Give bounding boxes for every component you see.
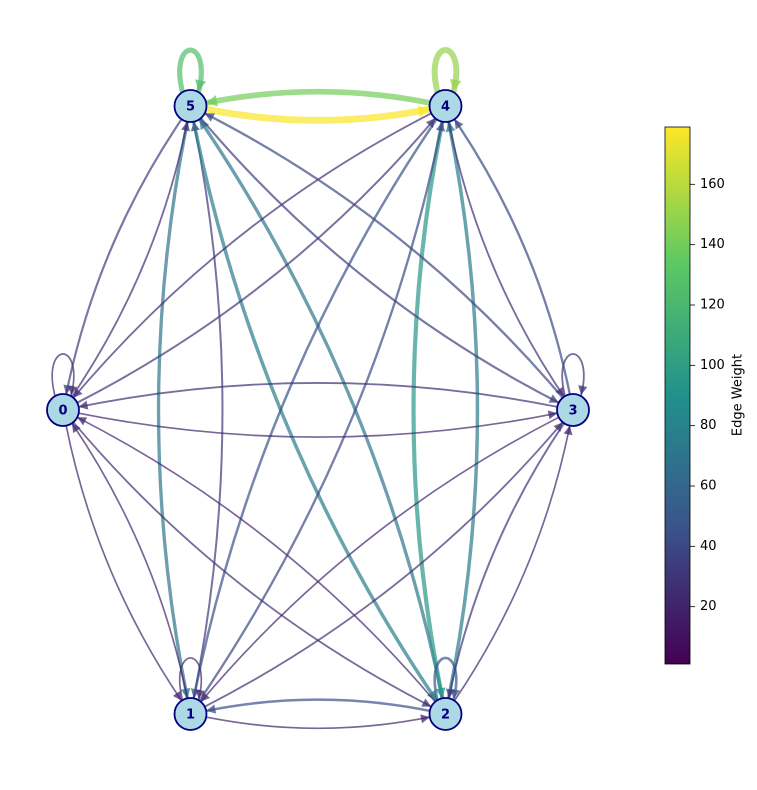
edge — [205, 716, 431, 730]
arrowhead — [426, 689, 437, 701]
edge — [203, 88, 433, 106]
edge — [76, 416, 437, 703]
arrowhead — [206, 704, 217, 714]
edge — [77, 412, 559, 438]
node — [173, 697, 208, 731]
edge — [71, 120, 189, 398]
arrowhead — [421, 698, 432, 707]
edge — [72, 112, 433, 399]
colorbar — [664, 126, 691, 665]
edge — [71, 422, 189, 700]
node-label: 0 — [58, 404, 67, 419]
arrowhead — [181, 121, 191, 132]
arrowhead — [172, 690, 182, 701]
edge — [76, 117, 437, 404]
edge — [202, 105, 434, 124]
arrowhead — [445, 688, 455, 699]
arrowhead — [63, 384, 73, 395]
edge — [65, 424, 183, 702]
y-tick-label: 140 — [700, 237, 725, 252]
arrowhead — [77, 417, 88, 426]
node-label: 5 — [186, 100, 195, 115]
y-tick-label: 60 — [700, 479, 717, 494]
edge — [197, 117, 444, 700]
arrowhead — [555, 386, 565, 397]
edge — [453, 424, 571, 702]
arrowhead — [71, 423, 81, 434]
arrowhead — [417, 105, 430, 118]
y-tick-label: 160 — [700, 177, 725, 192]
self-loop — [51, 353, 75, 397]
arrowhead — [449, 78, 462, 92]
edge — [411, 119, 445, 701]
arrowhead — [78, 400, 89, 410]
self-loop — [561, 353, 585, 397]
nodes: 0 1 2 3 4 5 — [46, 89, 590, 731]
node-label: 4 — [441, 100, 450, 115]
arrowhead — [73, 388, 83, 398]
edges — [51, 47, 588, 730]
edge — [156, 120, 190, 700]
edge — [199, 117, 560, 404]
edge — [198, 120, 444, 702]
node — [428, 89, 463, 123]
edge — [192, 118, 438, 700]
arrowhead — [195, 689, 205, 699]
arrowhead — [547, 410, 558, 420]
arrowhead — [425, 118, 436, 129]
edge — [199, 416, 560, 703]
edge — [453, 118, 571, 396]
arrowhead — [548, 394, 559, 403]
edge — [203, 112, 564, 399]
edge — [72, 421, 433, 708]
arrowhead — [199, 119, 210, 131]
node — [173, 89, 208, 123]
edge — [77, 382, 559, 408]
arrowhead — [195, 79, 207, 92]
edge — [204, 698, 432, 713]
self-loop — [431, 47, 460, 93]
arrowhead — [435, 121, 446, 132]
arrowhead — [200, 692, 210, 702]
node-label: 3 — [568, 404, 577, 419]
self-loop — [433, 656, 458, 701]
edge — [65, 118, 183, 396]
arrowhead — [578, 385, 588, 395]
edge — [447, 120, 565, 398]
arrowhead — [563, 425, 573, 436]
y-tick-label: 80 — [700, 418, 717, 433]
y-tick-label: 40 — [700, 539, 717, 554]
self-loop — [178, 657, 203, 701]
edge — [447, 422, 566, 700]
edge — [446, 119, 480, 701]
y-tick-label: 20 — [700, 599, 717, 614]
self-loop — [177, 47, 204, 93]
arrowhead — [454, 119, 464, 130]
arrowhead — [420, 714, 430, 724]
arrowhead — [435, 687, 446, 699]
node-label: 2 — [441, 707, 450, 722]
y-tick-label: 120 — [700, 297, 725, 312]
y-tick-label: 100 — [700, 358, 725, 373]
edge — [192, 120, 224, 700]
node-label: 1 — [186, 707, 195, 722]
node — [428, 697, 463, 731]
arrowhead — [204, 113, 216, 122]
edge — [203, 421, 564, 708]
colorbar-label: Edge Weight — [731, 354, 746, 436]
edge — [191, 119, 439, 703]
arrowhead — [206, 95, 218, 107]
node — [46, 393, 80, 427]
node — [556, 393, 590, 427]
